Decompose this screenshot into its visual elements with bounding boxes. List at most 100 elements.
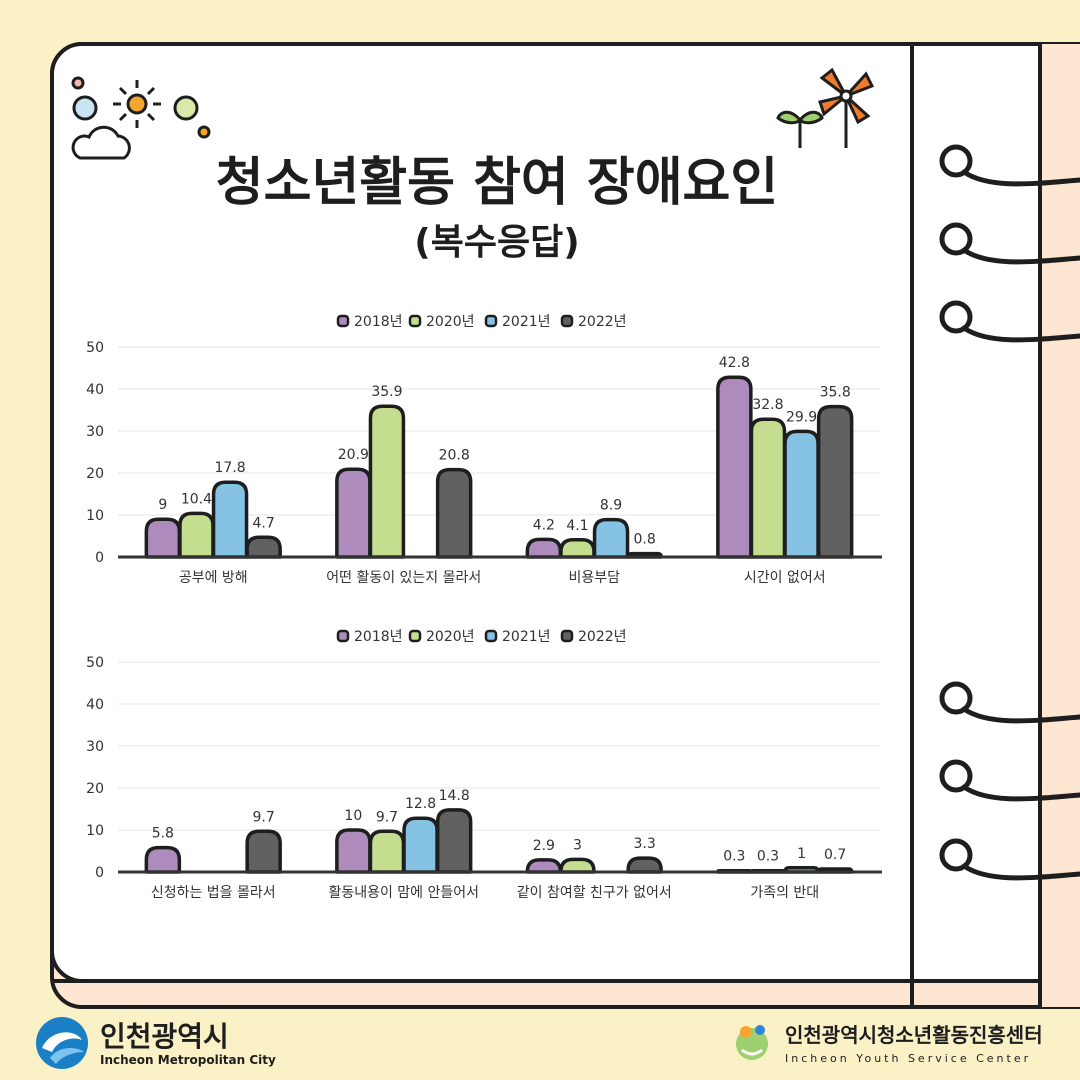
legend-label: 2022년 (578, 314, 627, 330)
right-logo-english: Incheon Youth Service Center (785, 1052, 1031, 1065)
bar (335, 828, 372, 874)
bar (144, 517, 182, 559)
y-tick-label: 0 (95, 550, 104, 566)
legend-swatch (336, 314, 350, 328)
y-tick-label: 40 (86, 697, 104, 713)
data-label: 0.3 (723, 849, 745, 865)
data-label: 35.9 (371, 384, 402, 400)
y-tick-label: 10 (86, 508, 104, 524)
legend-label: 2022년 (578, 629, 627, 645)
data-label: 42.8 (719, 355, 750, 371)
bar (716, 375, 753, 559)
legend-swatch (408, 629, 422, 643)
legend-label: 2018년 (354, 629, 403, 645)
data-label: 4.2 (533, 517, 555, 533)
data-label: 2.9 (533, 838, 555, 854)
ring-icon (939, 300, 1080, 343)
bar (783, 429, 820, 559)
sprout-icon (776, 110, 824, 148)
legend-label: 2018년 (354, 314, 403, 330)
legend-swatch (484, 314, 498, 328)
bubble-icon (72, 95, 98, 121)
dot-icon (197, 125, 211, 139)
chart-top: 0 10 20 30 40 50 2018년 2020년 2021년 2022년 9 10.417.8… (86, 314, 882, 586)
bar (559, 857, 596, 874)
ring-icon (939, 144, 1080, 187)
dot-icon (71, 76, 85, 90)
bar (211, 480, 249, 559)
weather-decoration (71, 76, 211, 160)
sun-icon (113, 80, 161, 128)
pinwheel-icon (818, 67, 875, 148)
data-label: 4.7 (253, 515, 275, 531)
legend-swatch (408, 314, 422, 328)
y-tick-label: 0 (95, 865, 104, 881)
incheon-city-logo: 인천광역시 Incheon Metropolitan City (36, 1017, 276, 1069)
data-label: 9.7 (253, 809, 275, 825)
ring-icon (939, 759, 1080, 802)
youth-center-emblem-icon (736, 1025, 768, 1060)
bar (559, 538, 596, 559)
bar (435, 467, 473, 559)
legend-swatch (336, 629, 350, 643)
category-label: 공부에 방해 (179, 570, 248, 586)
right-logo-name: 인천광역시청소년활동진흥센터 (785, 1023, 1043, 1047)
data-label: 10.4 (181, 491, 212, 507)
youth-center-logo: 인천광역시청소년활동진흥센터 Incheon Youth Service Cen… (736, 1023, 1043, 1065)
data-label: 0.8 (634, 532, 656, 548)
spiral-rings (939, 144, 1080, 881)
legend-swatch (560, 314, 574, 328)
left-logo-name: 인천광역시 (100, 1020, 229, 1053)
y-tick-label: 50 (86, 655, 104, 671)
ring-icon (939, 838, 1080, 881)
y-tick-label: 20 (86, 466, 104, 482)
data-label: 12.8 (405, 796, 436, 812)
bar (368, 404, 406, 559)
bar (525, 537, 563, 559)
pinwheel-decoration (776, 67, 875, 148)
page-subtitle: (복수응답) (414, 222, 579, 263)
category-label: 같이 참여할 친구가 없어서 (517, 885, 672, 901)
category-label: 비용부담 (568, 570, 620, 586)
data-label: 9.7 (376, 809, 398, 825)
bar (368, 829, 406, 874)
data-label: 32.8 (752, 397, 783, 413)
data-label: 1 (797, 846, 806, 862)
y-tick-label: 30 (86, 739, 104, 755)
category-label: 가족의 반대 (750, 885, 819, 901)
bar (626, 856, 663, 874)
data-label: 17.8 (214, 460, 245, 476)
legend-label: 2020년 (426, 314, 475, 330)
data-label: 3.3 (634, 836, 656, 852)
legend-swatch (484, 629, 498, 643)
bar (435, 808, 473, 874)
chart-bottom: 0 10 20 30 40 50 2018년 2020년 2021년 2022년 5.8 9.7 신청하… (86, 629, 882, 901)
bar (592, 517, 630, 559)
cloud-icon (71, 125, 131, 160)
y-tick-label: 10 (86, 823, 104, 839)
category-label: 시간이 없어서 (744, 570, 826, 586)
data-label: 4.1 (566, 518, 588, 534)
data-label: 9 (158, 497, 167, 513)
incheon-emblem-icon (36, 1017, 88, 1069)
y-tick-label: 30 (86, 424, 104, 440)
category-label: 활동내용이 맘에 안들어서 (328, 885, 479, 901)
bar (178, 511, 215, 559)
category-label: 어떤 활동이 있는지 몰라서 (326, 570, 481, 586)
data-label: 0.7 (824, 847, 846, 863)
data-label: 35.8 (820, 385, 851, 401)
y-tick-label: 50 (86, 340, 104, 356)
notebook (50, 42, 1080, 1009)
bar (402, 816, 439, 874)
category-label: 신청하는 법을 몰라서 (151, 885, 276, 901)
legend-label: 2021년 (502, 629, 551, 645)
legend-label: 2021년 (502, 314, 551, 330)
data-label: 0.3 (757, 849, 779, 865)
left-logo-english: Incheon Metropolitan City (100, 1053, 276, 1067)
ring-icon (939, 681, 1080, 724)
bubble-icon (173, 95, 199, 121)
bar (335, 467, 372, 559)
ring-icon (939, 222, 1080, 265)
bar (245, 829, 282, 874)
